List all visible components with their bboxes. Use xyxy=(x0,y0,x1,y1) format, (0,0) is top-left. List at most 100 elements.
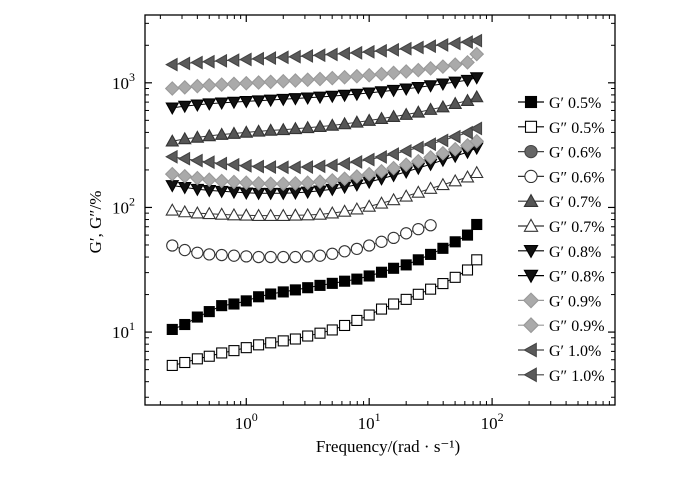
data-point xyxy=(425,248,437,260)
data-point xyxy=(228,298,240,310)
data-point xyxy=(179,356,191,369)
data-point xyxy=(264,250,277,264)
data-point xyxy=(253,291,265,303)
data-point xyxy=(325,118,340,131)
data-point xyxy=(374,111,389,124)
data-point xyxy=(399,189,414,202)
data-point xyxy=(374,43,387,58)
data-point xyxy=(239,95,254,109)
data-point xyxy=(435,99,450,113)
data-point xyxy=(363,309,375,321)
data-point xyxy=(166,323,178,335)
data-point xyxy=(326,324,338,336)
data-point xyxy=(165,134,180,147)
data-point xyxy=(337,89,352,103)
legend-label: G″ 1.0% xyxy=(549,368,605,385)
legend: G′ 0.5% G″ 0.5% G′ 0.6% G″ 0.6% G′ 0.7% G″ 0.… xyxy=(518,95,605,385)
data-point xyxy=(288,160,301,175)
data-point xyxy=(386,42,399,57)
series-6 xyxy=(165,72,484,115)
data-point xyxy=(423,39,436,54)
data-point xyxy=(349,169,365,184)
data-point xyxy=(423,80,438,93)
series-3 xyxy=(166,219,437,264)
x-axis-label: Frequency/(rad · s⁻¹) xyxy=(316,437,460,456)
data-point xyxy=(460,35,473,49)
data-point xyxy=(362,44,375,59)
data-point xyxy=(288,175,303,191)
data-point xyxy=(276,208,291,221)
series-9 xyxy=(164,133,485,192)
data-point xyxy=(275,176,291,192)
data-point xyxy=(263,94,278,108)
data-point xyxy=(461,229,474,241)
data-point xyxy=(277,250,290,264)
data-point xyxy=(177,131,192,145)
data-point xyxy=(471,254,483,266)
data-point xyxy=(326,247,339,260)
data-point xyxy=(337,69,352,85)
legend-label: G″ 0.8% xyxy=(549,269,605,286)
data-point xyxy=(164,166,180,182)
data-point xyxy=(214,97,229,111)
data-point xyxy=(288,208,303,221)
data-point xyxy=(469,89,484,103)
data-point xyxy=(411,185,426,198)
data-point xyxy=(214,207,229,220)
data-point xyxy=(350,242,364,256)
data-point xyxy=(216,300,228,312)
data-point xyxy=(412,288,424,300)
data-point xyxy=(362,199,377,212)
series-8 xyxy=(164,46,485,96)
data-point xyxy=(190,55,203,70)
data-point xyxy=(447,141,463,157)
data-point xyxy=(349,45,363,60)
legend-label: G′ 0.9% xyxy=(549,293,601,310)
data-point xyxy=(166,359,178,371)
data-point xyxy=(386,160,401,176)
data-point xyxy=(190,153,203,168)
data-point xyxy=(374,66,389,82)
legend-label: G′ 0.8% xyxy=(549,244,601,261)
data-point xyxy=(324,70,340,86)
data-point xyxy=(338,245,351,258)
data-point xyxy=(387,231,400,245)
data-point xyxy=(190,130,205,143)
y-tick-label: 102 xyxy=(112,194,135,217)
data-point xyxy=(312,159,326,174)
legend-marker xyxy=(522,292,540,309)
data-point xyxy=(412,222,425,236)
data-point xyxy=(375,235,388,248)
data-point xyxy=(214,77,230,92)
data-point xyxy=(435,78,450,92)
data-point xyxy=(263,74,279,90)
data-point xyxy=(460,170,475,183)
data-point xyxy=(202,206,217,220)
data-point xyxy=(460,74,475,88)
data-point xyxy=(288,93,303,106)
data-point xyxy=(263,176,279,192)
data-point xyxy=(449,236,461,248)
data-point xyxy=(313,207,327,220)
data-point xyxy=(469,33,483,48)
data-point xyxy=(201,77,217,93)
data-point xyxy=(312,174,328,190)
data-point xyxy=(251,159,264,174)
data-point xyxy=(374,163,389,179)
data-point xyxy=(178,243,191,257)
legend-label: G″ 0.7% xyxy=(549,219,605,236)
data-point xyxy=(386,109,401,123)
data-point xyxy=(374,86,389,99)
data-point xyxy=(469,165,484,179)
series-10 xyxy=(165,33,483,72)
legend-marker xyxy=(523,193,539,208)
data-point xyxy=(214,156,228,171)
data-point xyxy=(388,298,400,310)
legend-label: G″ 0.9% xyxy=(549,318,605,335)
y-tick-label: 101 xyxy=(112,319,135,342)
data-point xyxy=(288,73,303,88)
data-point xyxy=(251,75,266,90)
data-point xyxy=(448,129,461,144)
data-point xyxy=(337,156,350,171)
